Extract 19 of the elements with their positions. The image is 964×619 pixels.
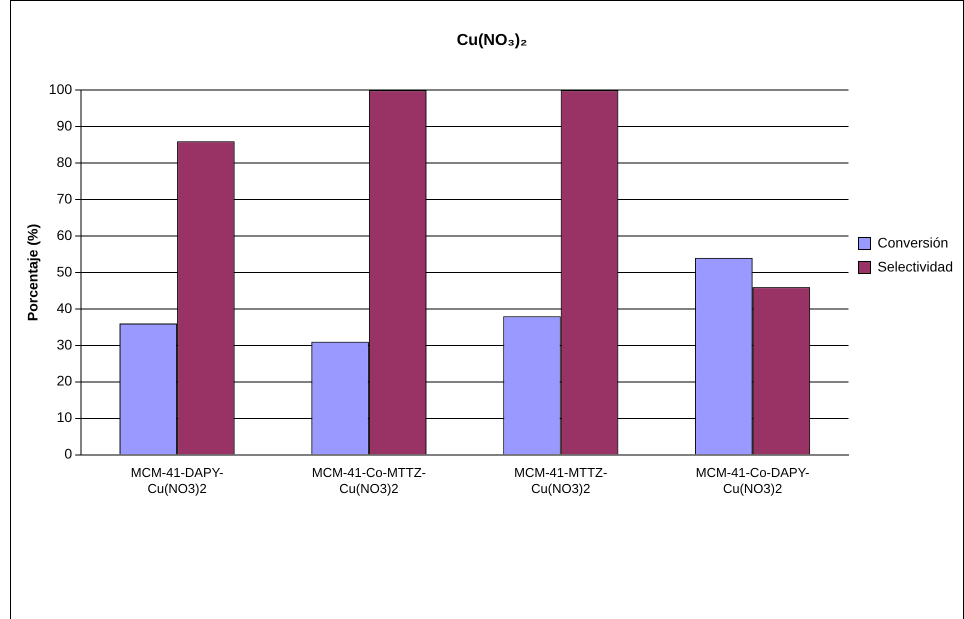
x-tick-label: MCM-41-Co-MTTZ-Cu(NO3)2 — [312, 465, 426, 496]
legend-label: Selectividad — [878, 258, 954, 274]
chart-title: Cu(NO₃)₂ — [456, 32, 528, 50]
y-tick-label: 90 — [56, 118, 72, 134]
y-tick-label: 100 — [48, 81, 72, 98]
y-tick-label: 0 — [64, 446, 72, 462]
y-tick-label: 20 — [56, 372, 72, 389]
x-tick-label: MCM-41-Co-DAPY-Cu(NO3)2 — [696, 465, 810, 496]
y-tick-label: 40 — [56, 300, 72, 316]
x-tick-label: MCM-41-DAPY-Cu(NO3)2 — [130, 465, 224, 496]
y-tick-label: 70 — [56, 190, 72, 206]
y-tick-label: 50 — [56, 263, 72, 280]
legend-label: Conversión — [878, 234, 948, 250]
y-tick-label: 80 — [56, 154, 72, 170]
y-axis-title: Porcentaje (%) — [24, 224, 40, 322]
y-tick-label: 30 — [56, 336, 72, 352]
y-tick-label: 10 — [56, 409, 72, 426]
y-tick-label: 60 — [56, 226, 72, 243]
x-tick-label: MCM-41-MTTZ-Cu(NO3)2 — [514, 465, 608, 496]
